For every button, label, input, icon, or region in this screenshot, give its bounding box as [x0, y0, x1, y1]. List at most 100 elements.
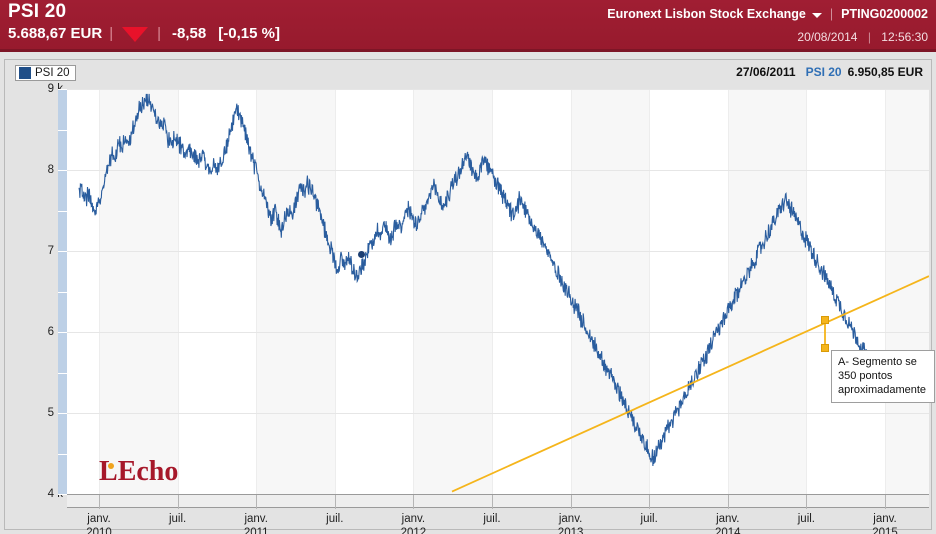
quote-date: 20/08/2014 [797, 30, 858, 44]
separator: | [829, 7, 834, 21]
vertical-gridline [492, 89, 493, 494]
plot-band [256, 89, 335, 494]
separator: | [157, 25, 162, 42]
x-axis[interactable] [67, 494, 929, 509]
vertical-range-scrollbar[interactable] [58, 89, 67, 495]
price-change: -8,58 [172, 25, 207, 42]
x-axis-tick [413, 495, 415, 509]
lecho-logo: LEcho [99, 456, 178, 488]
vertical-gridline [99, 89, 100, 494]
price-line [78, 93, 896, 467]
scrollbar-tick [58, 332, 67, 333]
vertical-gridline [413, 89, 415, 494]
x-label-month: juil. [326, 513, 344, 525]
logo-word-echo: Echo [117, 456, 179, 487]
legend-label: PSI 20 [35, 67, 70, 79]
x-label-month: janv. [401, 513, 426, 525]
plot-wrapper: 9 k 8 k 7 k 6 k 5 k 4 k janv. 2010 juil. janv. 20… [48, 83, 935, 534]
y-axis-tick-label: 5 k [47, 407, 63, 419]
x-axis-tick-label: janv. 2012 [368, 512, 458, 534]
x-label-month: juil. [797, 513, 816, 525]
vertical-gridline [885, 89, 886, 494]
horizontal-gridline [67, 89, 929, 90]
vertical-gridline [177, 89, 179, 494]
x-axis-tick [99, 495, 100, 509]
plot-area[interactable] [67, 89, 929, 494]
x-axis-tick [492, 495, 493, 509]
plot-band [727, 89, 807, 494]
readout-series-name: PSI 20 [805, 65, 842, 79]
vertical-gridline [806, 89, 808, 494]
x-label-month: janv. [87, 513, 111, 525]
x-axis-tick-label: juil. [133, 512, 223, 526]
annotation-textbox[interactable]: A- Segmento se 350 pontos aproximadament… [831, 350, 935, 403]
scrollbar-tick [58, 170, 67, 171]
instrument-header: PSI 20 5.688,67 EUR | | -8,58 [-0,15 %] … [0, 0, 936, 52]
scrollbar-tick [58, 89, 67, 90]
logo-letter-l: L [99, 456, 118, 487]
x-axis-tick-label: juil. [604, 512, 694, 526]
scrollbar-tick [58, 453, 67, 455]
horizontal-gridline [67, 413, 929, 414]
plot-band [413, 89, 492, 494]
x-label-month: juil. [483, 513, 501, 525]
scrollbar-tick [58, 372, 67, 374]
x-label-year: 2013 [557, 527, 584, 534]
exchange-selector[interactable]: Euronext Lisbon Stock Exchange | PTING02… [607, 7, 928, 21]
segment-handle-top[interactable] [821, 315, 829, 324]
instrument-name: PSI 20 [8, 1, 67, 22]
trendline[interactable] [451, 275, 929, 493]
readout-value: 6.950,85 EUR [847, 65, 923, 79]
last-price: 5.688,67 EUR [8, 25, 103, 42]
scrollbar-tick [58, 210, 67, 212]
x-axis-tick [570, 495, 572, 509]
scrollbar-tick [58, 251, 67, 252]
x-axis-tick-label: janv. 2011 [211, 512, 301, 534]
x-axis-tick [806, 495, 808, 509]
x-axis-tick-label: janv. 2015 [840, 512, 930, 534]
x-axis-tick [177, 495, 179, 509]
x-axis-tick-label: janv. 2014 [683, 512, 773, 534]
x-axis-tick-label: juil. [761, 512, 851, 526]
plot-band [570, 89, 650, 494]
vertical-gridline [334, 89, 336, 494]
price-series-chart [78, 93, 929, 493]
price-change-percent: [-0,15 %] [218, 25, 280, 42]
y-axis-tick-label: 8 k [47, 164, 63, 176]
x-label-month: janv. [558, 513, 583, 525]
horizontal-gridline [67, 332, 929, 333]
readout-date: 27/06/2011 [736, 65, 796, 79]
quote-row: 5.688,67 EUR | | -8,58 [-0,15 %] [8, 25, 280, 42]
crosshair-readout: 27/06/2011 PSI 20 6.950,85 EUR [736, 65, 923, 79]
chart-legend[interactable]: PSI 20 [15, 65, 76, 81]
x-axis-tick-label: juil. [447, 512, 537, 526]
x-label-year: 2012 [400, 527, 427, 534]
x-axis-tick [334, 495, 336, 509]
y-axis-tick-label: 4 k [47, 488, 63, 500]
isin-code: PTING0200002 [841, 7, 928, 21]
x-axis-tick [256, 495, 258, 509]
x-label-month: janv. [244, 513, 268, 525]
scrollbar-tick [58, 494, 67, 495]
y-axis-tick-label: 7 k [47, 245, 63, 257]
vertical-gridline [570, 89, 572, 494]
chevron-down-icon[interactable] [811, 12, 822, 18]
x-axis-tick-label: janv. 2010 [54, 512, 144, 534]
horizontal-gridline [67, 251, 929, 252]
x-label-month: juil. [168, 513, 187, 525]
exchange-name: Euronext Lisbon Stock Exchange [607, 7, 806, 21]
chart-frame: PSI 20 27/06/2011 PSI 20 6.950,85 EUR 9 … [4, 59, 935, 534]
x-label-year: 2011 [243, 527, 269, 534]
y-axis-tick-label: 6 k [47, 326, 63, 338]
x-label-year: 2010 [86, 527, 112, 534]
data-point-marker[interactable] [357, 251, 365, 259]
triangle-down-icon [122, 27, 149, 42]
separator: | [867, 30, 871, 44]
separator: | [109, 25, 114, 42]
quote-time: 12:56:30 [881, 30, 928, 44]
x-axis-tick [727, 495, 729, 509]
segment-handle-bottom[interactable] [821, 344, 829, 353]
plot-band [885, 89, 929, 494]
quote-timestamp: 20/08/2014 | 12:56:30 [797, 30, 928, 44]
scrollbar-tick [58, 129, 67, 131]
